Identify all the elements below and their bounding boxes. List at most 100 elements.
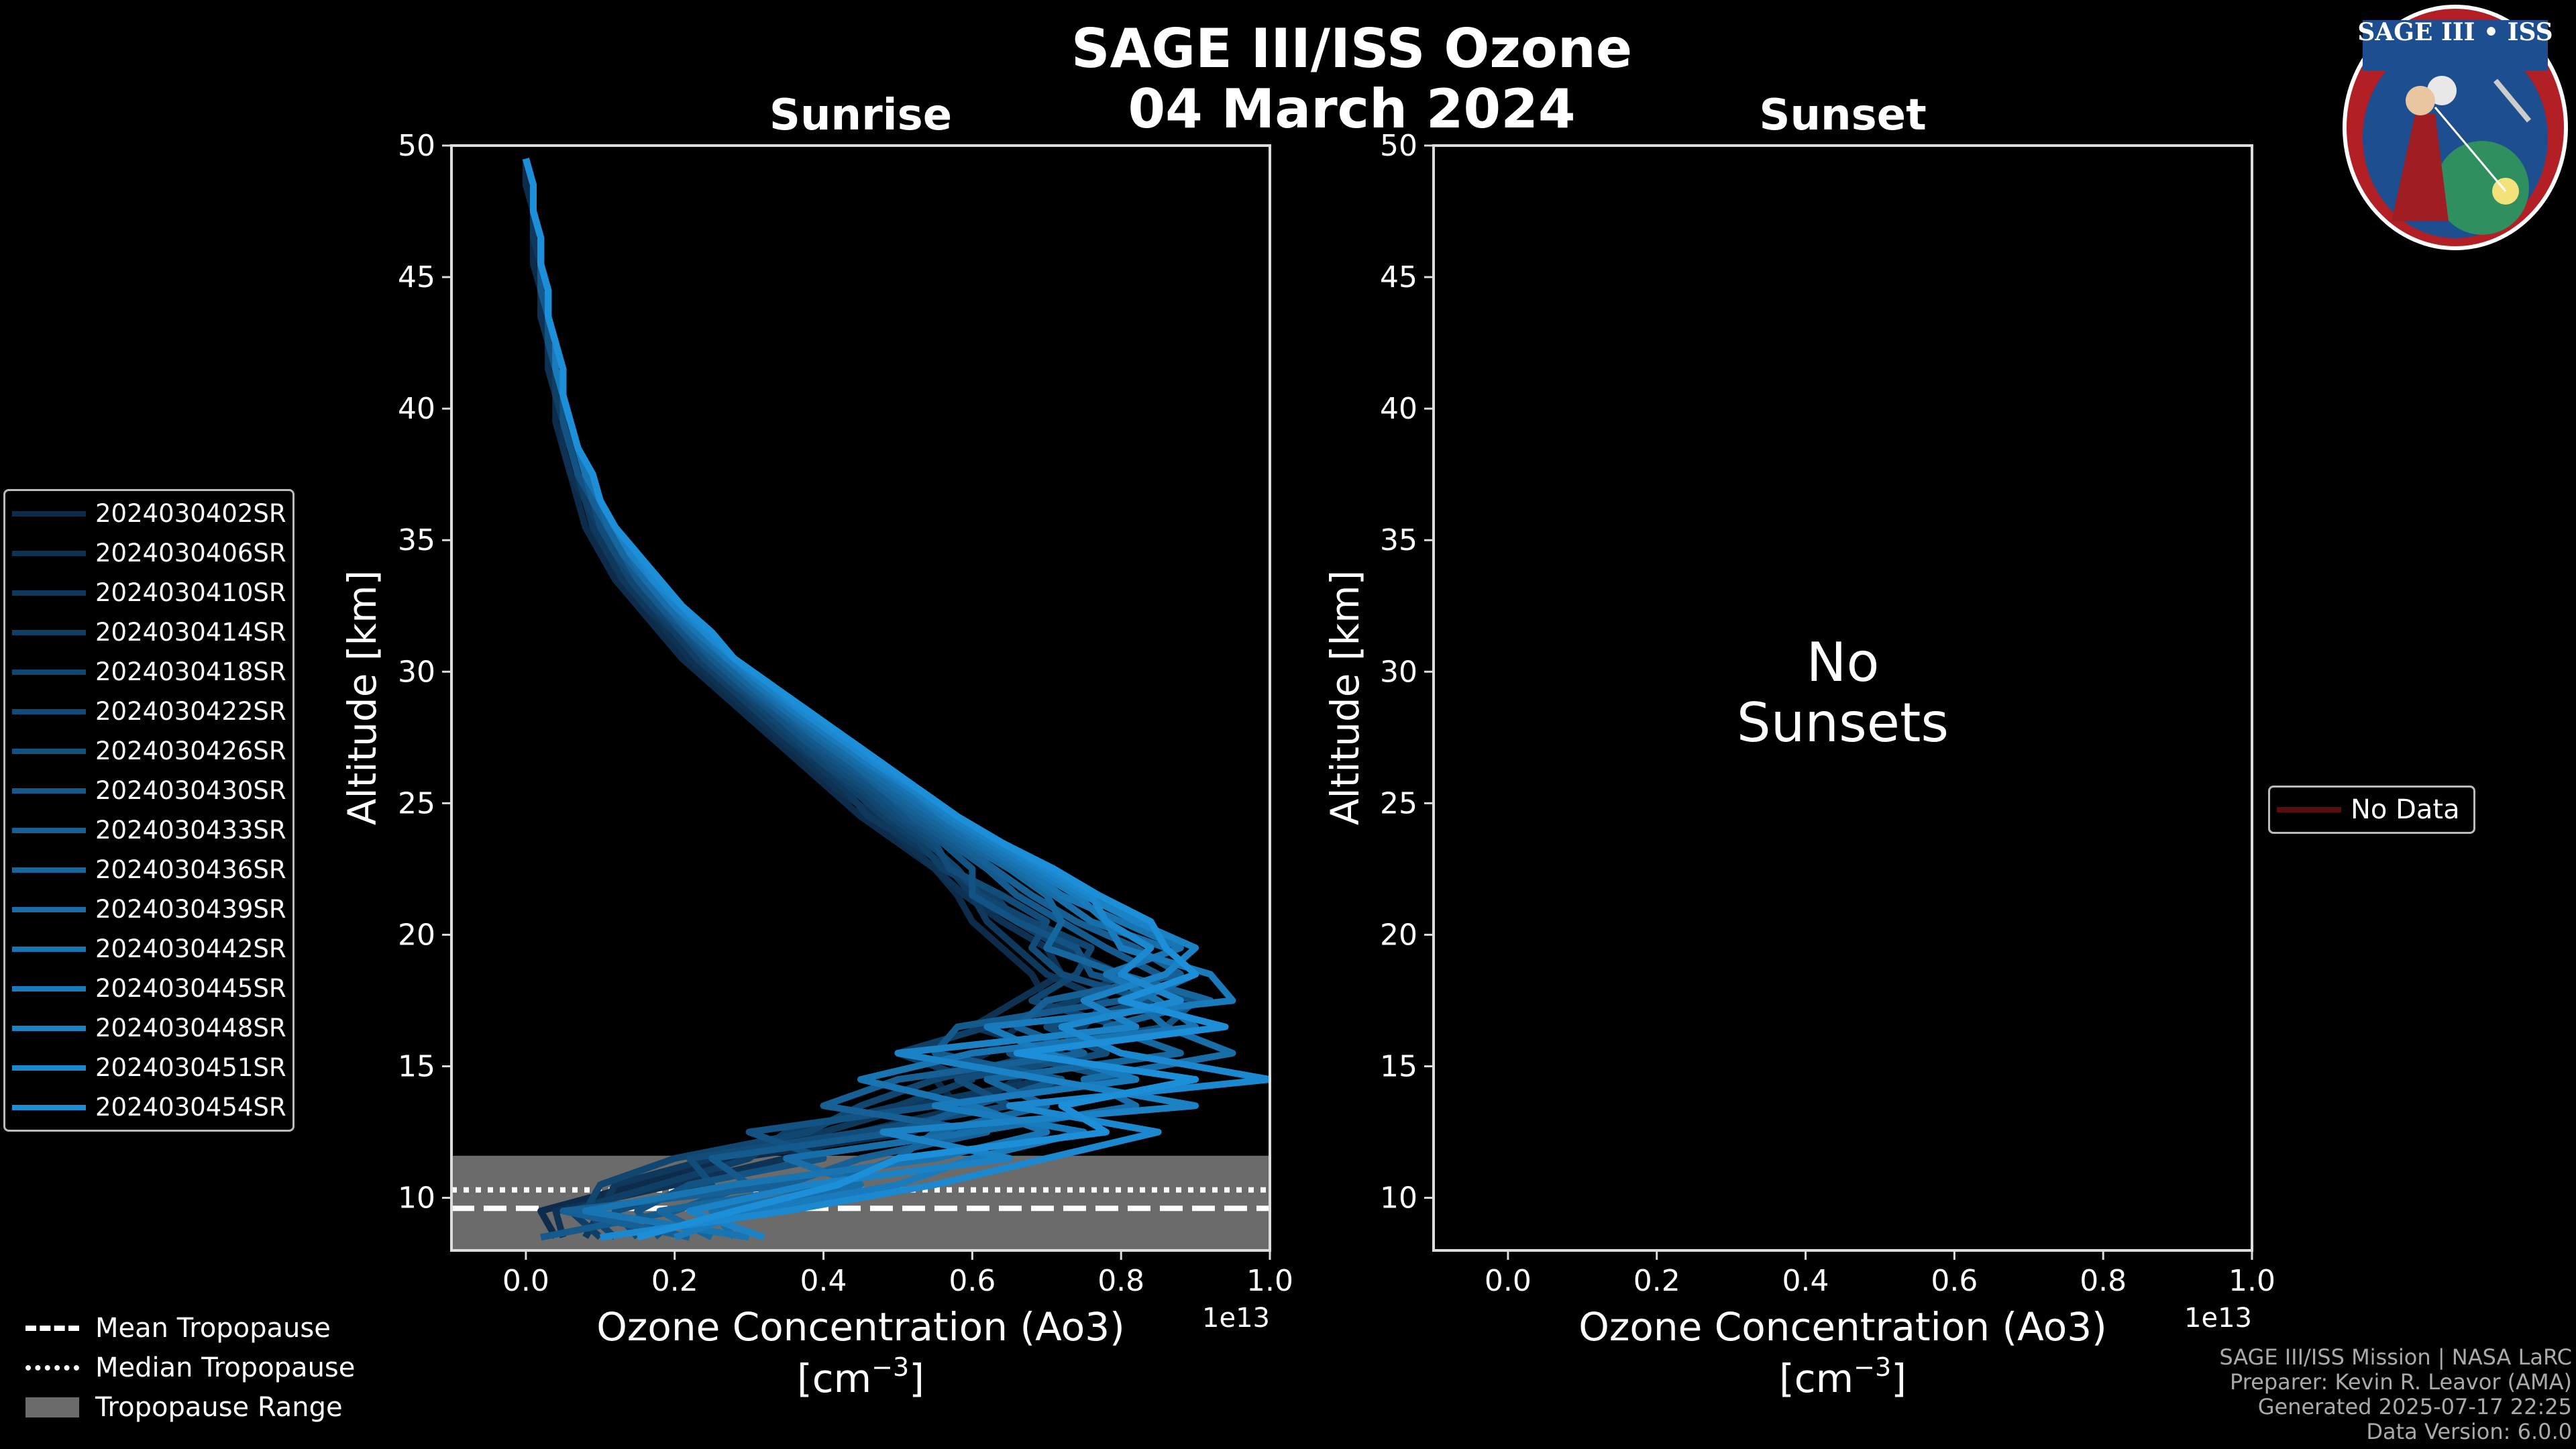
sunset-legend: No Data [2268, 786, 2475, 834]
x-tick-label: 0.8 [1097, 1264, 1144, 1298]
legend-swatch [12, 590, 86, 596]
legend-entry: 2024030451SR [5, 1048, 292, 1087]
legend-swatch [12, 827, 86, 833]
sunset-plot-frame [1432, 144, 2253, 1252]
sunrise-y-ticks: 10 15 20 25 30 35 40 45 50 [398, 129, 451, 1216]
legend-label: 2024030433SR [95, 816, 286, 845]
legend-swatch [12, 985, 86, 991]
badge-header-band [2363, 20, 2548, 70]
ozone-profile-2024030454SR [523, 158, 1229, 1241]
legend-entry: 2024030439SR [5, 890, 292, 929]
figure-title-line1: SAGE III/ISS Ozone [1071, 17, 1633, 80]
x-tick-label: 1.0 [1246, 1264, 1293, 1298]
legend-tropopause-range: Tropopause Range [20, 1387, 355, 1427]
legend-entry: 2024030445SR [5, 969, 292, 1008]
badge-beam-line [2434, 107, 2507, 192]
sunset-x-ticks: 0.0 0.2 0.4 0.6 0.8 1.0 [1485, 1250, 2275, 1298]
legend-entry: 2024030402SR [5, 494, 292, 533]
no-data-label: No Data [2351, 794, 2460, 825]
legend-label: 2024030418SR [95, 657, 286, 686]
tropopause-legend: Mean Tropopause Median Tropopause Tropop… [20, 1308, 355, 1427]
legend-swatch [12, 550, 86, 556]
legend-swatch [12, 669, 86, 675]
legend-label: 2024030448SR [95, 1014, 286, 1042]
footer-credits: SAGE III/ISS Mission | NASA LaRC Prepare… [2219, 1345, 2572, 1444]
x-tick-label: 0.8 [2080, 1264, 2127, 1298]
x-tick-label: 1.0 [2229, 1264, 2275, 1298]
legend-swatch [12, 906, 86, 912]
x-tick-label: 0.4 [1782, 1264, 1829, 1298]
y-tick-label: 20 [1380, 918, 1417, 952]
x-tick-label: 0.4 [800, 1264, 847, 1298]
y-tick-label: 40 [398, 392, 435, 426]
median-tropopause-swatch [20, 1356, 80, 1379]
badge-title: SAGE III • ISS [2357, 18, 2553, 46]
legend-median-tropopause-label: Median Tropopause [95, 1352, 356, 1383]
badge-station-icon [2493, 78, 2532, 123]
badge-earth-icon [2435, 141, 2529, 235]
sunrise-x-ticks: 0.0 0.2 0.4 0.6 0.8 1.0 [502, 1250, 1293, 1298]
legend-label: 2024030436SR [95, 855, 286, 884]
legend-label: 2024030451SR [95, 1053, 286, 1082]
legend-label: 2024030430SR [95, 776, 286, 805]
legend-entry: 2024030430SR [5, 771, 292, 810]
sunset-message-line2: Sunsets [1737, 692, 1949, 754]
sunset-y-ticks: 10 15 20 25 30 35 40 45 50 [1380, 129, 1434, 1216]
legend-entry: 2024030414SR [5, 612, 292, 652]
legend-swatch [12, 748, 86, 754]
legend-label: 2024030439SR [95, 895, 286, 924]
y-tick-label: 45 [1380, 260, 1417, 294]
y-tick-label: 35 [1380, 523, 1417, 557]
sunset-x-axis-label: Ozone Concentration (Ao3) [1578, 1304, 2107, 1350]
legend-swatch [12, 788, 86, 794]
x-tick-label: 0.0 [502, 1264, 549, 1298]
badge-figure-head-icon [2406, 86, 2435, 115]
ozone-profile-2024030433SR [523, 158, 1184, 1241]
legend-label: 2024030402SR [95, 499, 286, 528]
legend-swatch [12, 629, 86, 635]
y-tick-label: 10 [398, 1181, 435, 1216]
legend-tropopause-range-label: Tropopause Range [95, 1391, 343, 1423]
legend-entry: 2024030410SR [5, 573, 292, 612]
sunrise-profiles [522, 158, 1270, 1241]
sunrise-x-offset-label: 1e13 [1202, 1303, 1270, 1334]
sage-mission-badge: SAGE III • ISS [2343, 5, 2568, 250]
legend-label: 2024030442SR [95, 934, 286, 963]
sunset-message-line1: No [1807, 631, 1880, 694]
legend-entry: 2024030426SR [5, 731, 292, 771]
x-tick-label: 0.2 [651, 1264, 698, 1298]
footer-line-generated: Generated 2025-07-17 22:25 [2257, 1394, 2572, 1419]
legend-label: 2024030414SR [95, 618, 286, 647]
y-tick-label: 35 [398, 523, 435, 557]
figure-title-line2: 04 March 2024 [1128, 78, 1576, 140]
legend-median-tropopause: Median Tropopause [20, 1348, 355, 1387]
legend-label: 2024030426SR [95, 737, 286, 765]
y-tick-label: 30 [398, 655, 435, 689]
x-tick-label: 0.2 [1633, 1264, 1680, 1298]
legend-mean-tropopause-label: Mean Tropopause [95, 1312, 331, 1344]
x-tick-label: 0.0 [1485, 1264, 1532, 1298]
no-data-swatch [2277, 807, 2341, 812]
legend-swatch [12, 1025, 86, 1031]
tropopause-range-swatch [20, 1396, 80, 1419]
y-tick-label: 40 [1380, 392, 1417, 426]
legend-entry: 2024030433SR [5, 810, 292, 850]
legend-swatch [12, 1065, 86, 1071]
y-tick-label: 25 [398, 786, 435, 820]
legend-swatch [12, 946, 86, 952]
x-tick-label: 0.6 [1931, 1264, 1978, 1298]
legend-label: 2024030406SR [95, 539, 286, 568]
sunset-x-axis-units: [cm−3] [1779, 1352, 1907, 1401]
legend-swatch [12, 1104, 86, 1110]
sunrise-x-axis-label: Ozone Concentration (Ao3) [596, 1304, 1125, 1350]
y-tick-label: 30 [1380, 655, 1417, 689]
y-tick-label: 15 [398, 1050, 435, 1084]
sunrise-title: Sunrise [769, 91, 952, 140]
legend-swatch [12, 867, 86, 873]
sunset-y-axis-label: Altitude [km] [1322, 570, 1368, 825]
footer-line-version: Data Version: 6.0.0 [2366, 1419, 2572, 1444]
legend-entry: 2024030454SR [5, 1087, 292, 1127]
legend-entry: 2024030406SR [5, 533, 292, 573]
sunrise-legend: 2024030402SR 2024030406SR 2024030410SR 2024… [3, 489, 294, 1132]
